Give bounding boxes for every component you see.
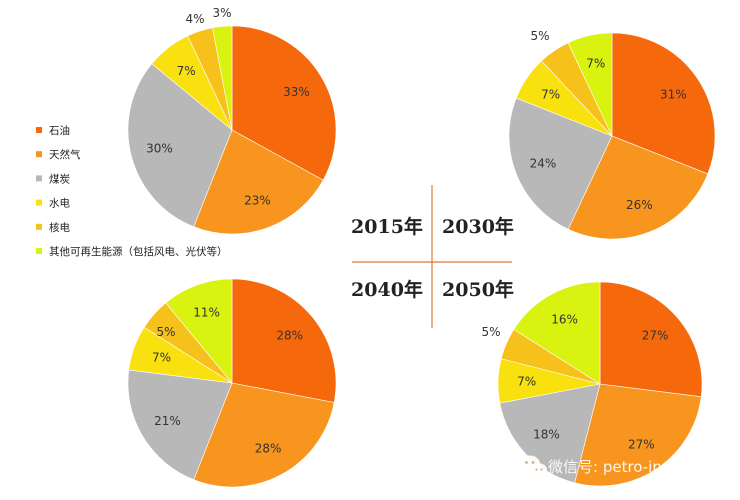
pie-0-label-0: 33% xyxy=(283,85,310,99)
legend-label-5: 其他可再生能源（包括风电、光伏等） xyxy=(49,245,228,258)
legend-swatch-0 xyxy=(36,127,42,133)
year-labels: 2015年 2030年 2040年 2050年 xyxy=(351,215,514,301)
pie-1-slice-0 xyxy=(611,32,716,175)
pie-3-label-1: 27% xyxy=(628,438,655,452)
year-label-2050: 2050年 xyxy=(442,278,514,301)
legend-label-4: 核电 xyxy=(49,221,70,234)
pie-1: 31% 26% 24% 7% 5% 7% xyxy=(508,29,716,240)
pie-0-label-4: 4% xyxy=(185,12,204,26)
pie-1-slice-5 xyxy=(567,32,613,137)
pie-3-slice-2 xyxy=(499,383,601,484)
pie-1-label-2: 24% xyxy=(530,156,557,170)
pie-3-slice-0 xyxy=(599,281,703,398)
pie-2-slice-1 xyxy=(193,382,335,488)
year-label-2030: 2030年 xyxy=(442,215,514,238)
year-label-2015: 2015年 xyxy=(351,215,423,238)
legend-swatch-5 xyxy=(36,248,42,254)
legend-label-0: 石油 xyxy=(49,124,70,137)
pie-2-label-4: 5% xyxy=(156,325,175,339)
legend-swatch-2 xyxy=(36,175,42,182)
year-label-2040: 2040年 xyxy=(351,278,423,301)
pie-2-label-3: 7% xyxy=(152,351,171,365)
watermark-text: 微信号: petro-insight xyxy=(548,458,699,476)
pie-0-slice-5 xyxy=(212,25,233,131)
legend-swatch-4 xyxy=(36,223,42,230)
pie-2-label-2: 21% xyxy=(154,414,181,428)
pie-3-label-3: 7% xyxy=(517,375,536,389)
pie-1-label-5: 7% xyxy=(586,57,605,71)
pie-1-slice-1 xyxy=(567,135,709,240)
legend-swatch-3 xyxy=(36,199,42,206)
legend-label-2: 煤炭 xyxy=(49,172,70,185)
pie-0-label-5: 3% xyxy=(212,6,231,20)
pie-1-label-4: 5% xyxy=(530,29,549,43)
legend-label-1: 天然气 xyxy=(49,148,81,161)
pie-0-slice-0 xyxy=(231,25,337,181)
pie-0-label-1: 23% xyxy=(244,194,271,208)
pie-2-label-5: 11% xyxy=(193,306,220,320)
pie-1-slice-2 xyxy=(508,97,613,230)
pie-2-label-0: 28% xyxy=(276,328,303,342)
pie-3-label-4: 5% xyxy=(481,325,500,339)
pie-0-label-2: 30% xyxy=(146,142,173,156)
pie-3-label-2: 18% xyxy=(533,427,560,441)
pie-0: 33% 23% 30% 7% 4% 3% xyxy=(127,6,337,235)
pie-2-slice-0 xyxy=(231,278,337,403)
pie-2-slice-5 xyxy=(165,278,233,384)
year-divider xyxy=(352,185,512,328)
wechat-icon xyxy=(520,455,547,477)
legend-label-3: 水电 xyxy=(49,197,70,210)
pie-2: 28% 28% 21% 7% 5% 11% xyxy=(127,278,337,488)
pie-0-label-3: 7% xyxy=(177,64,196,78)
pie-3-slice-5 xyxy=(513,281,601,385)
pie-2-slice-2 xyxy=(127,369,233,481)
pie-1-label-1: 26% xyxy=(626,198,653,212)
pie-1-label-0: 31% xyxy=(660,87,687,101)
pie-3-label-0: 27% xyxy=(642,328,669,342)
pie-charts: 33% 23% 30% 7% 4% 3% 31% 26% 24% 7% 5% 7% 28% 28% 21% 7… xyxy=(127,6,716,488)
pie-0-slice-1 xyxy=(193,129,324,235)
pie-3-label-5: 16% xyxy=(551,313,578,327)
watermark: 微信号: petro-insight xyxy=(520,455,699,477)
pie-1-label-3: 7% xyxy=(541,87,560,101)
pie-3-slice-1 xyxy=(574,383,702,487)
pie-3: 27% 27% 18% 7% 5% 16% xyxy=(481,281,703,487)
pie-0-slice-2 xyxy=(127,63,233,228)
pie-2-label-1: 28% xyxy=(255,442,282,456)
legend-swatch-1 xyxy=(36,151,42,158)
